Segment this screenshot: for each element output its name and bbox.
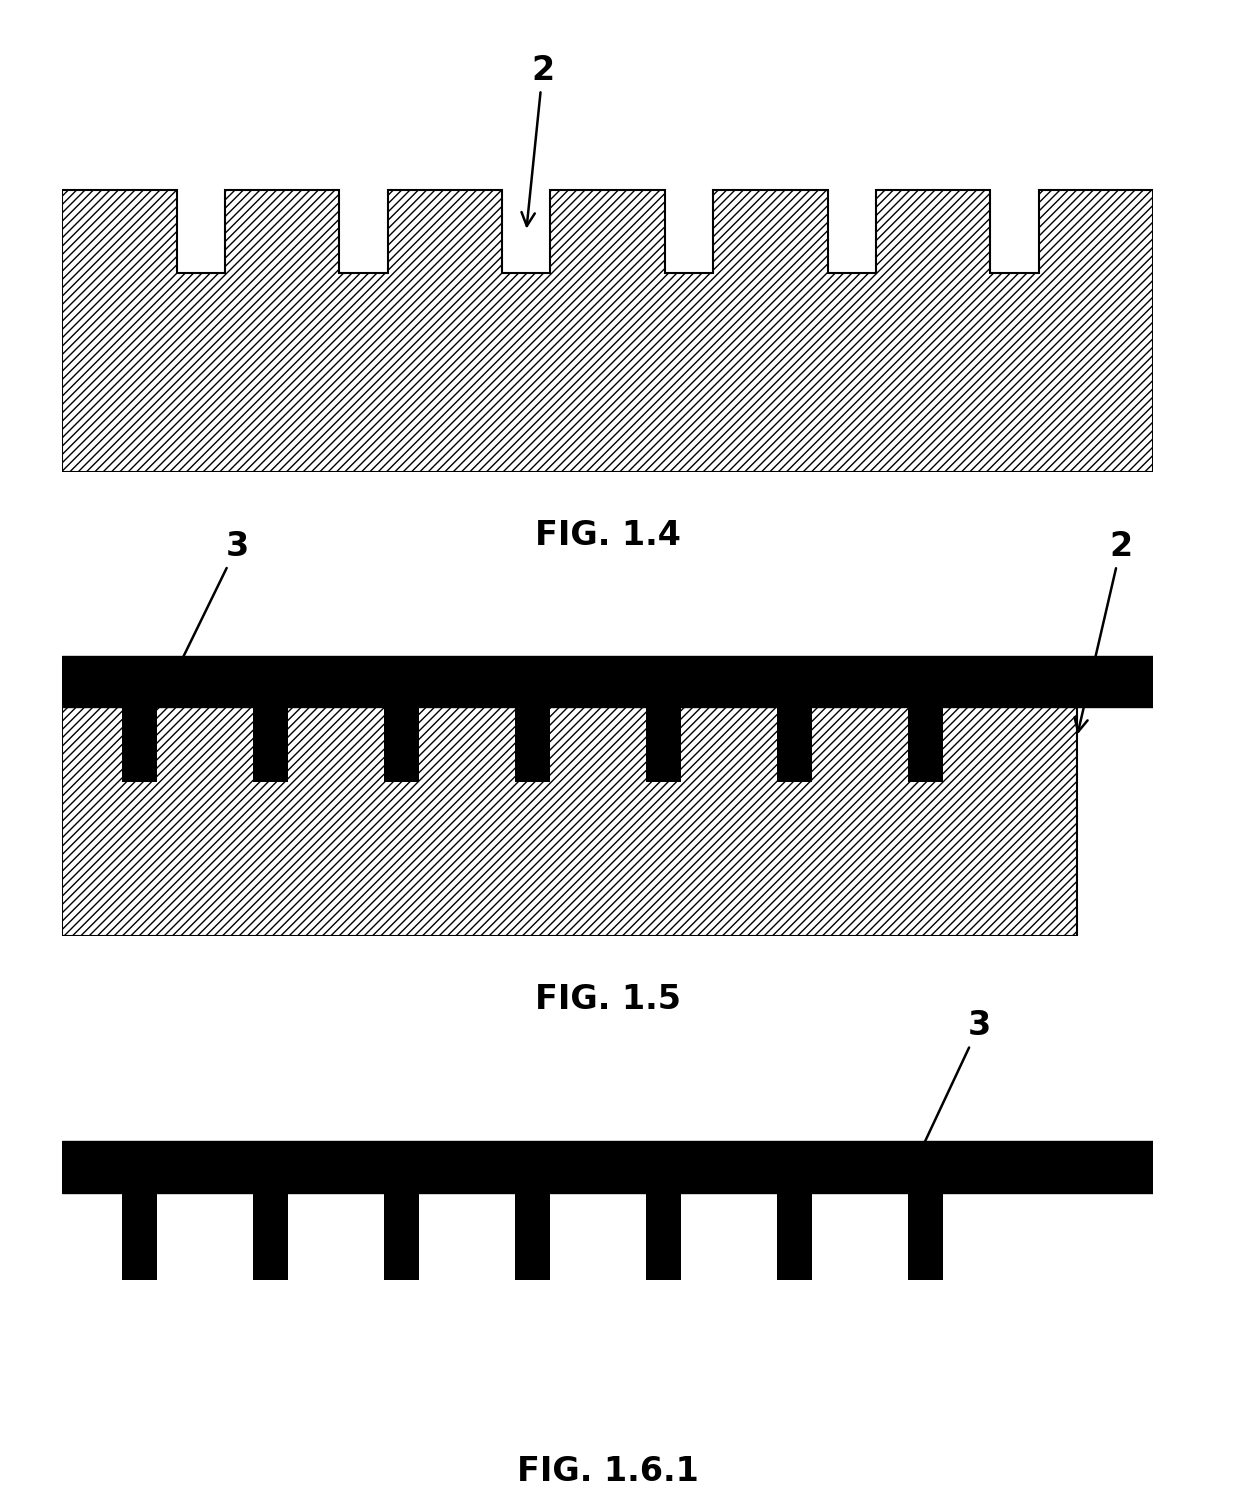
Bar	[62, 1141, 1153, 1193]
Bar	[62, 681, 1076, 936]
Bar	[62, 656, 1153, 707]
Bar	[908, 1193, 942, 1280]
Bar	[776, 707, 812, 783]
Bar	[646, 1193, 681, 1280]
Bar	[253, 707, 288, 783]
Bar	[646, 707, 681, 783]
Text: 2: 2	[522, 54, 554, 226]
Bar	[122, 1193, 157, 1280]
Text: FIG. 1.6.1: FIG. 1.6.1	[517, 1455, 698, 1488]
Bar	[908, 707, 942, 783]
Bar	[384, 707, 419, 783]
Bar	[776, 1193, 812, 1280]
Bar	[515, 707, 549, 783]
Bar	[253, 1193, 288, 1280]
Text: 3: 3	[915, 1009, 991, 1162]
Text: 3: 3	[174, 530, 249, 677]
Text: 2: 2	[1075, 530, 1132, 732]
Text: FIG. 1.4: FIG. 1.4	[534, 519, 681, 552]
Polygon shape	[62, 190, 1153, 472]
Bar	[384, 1193, 419, 1280]
Bar	[122, 707, 157, 783]
Bar	[515, 1193, 549, 1280]
Text: FIG. 1.5: FIG. 1.5	[534, 984, 681, 1016]
